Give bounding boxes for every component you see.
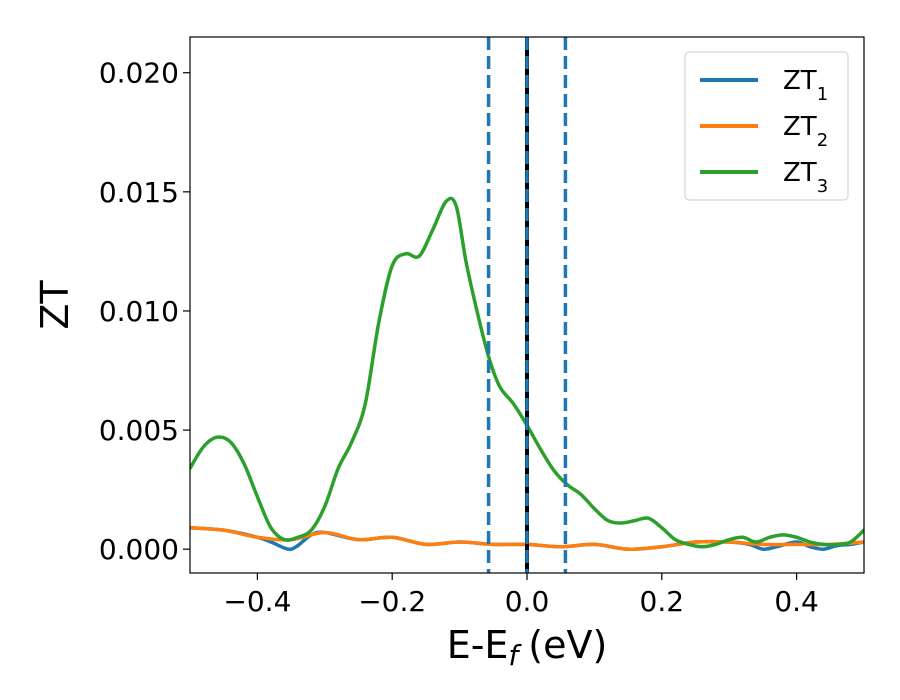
y-axis-label: ZT [33, 280, 77, 330]
x-axis-label: E-Ef (eV) [447, 623, 608, 672]
y-tick-label: 0.020 [99, 57, 179, 90]
y-axis-ticks: 0.000 0.005 0.010 0.015 0.020 [99, 57, 190, 566]
series-line-zt3 [190, 196, 864, 549]
legend-label-zt2: ZT2 [783, 112, 828, 151]
y-tick-label: 0.000 [99, 533, 179, 566]
legend: ZT1 ZT2 ZT3 [684, 51, 849, 201]
x-tick-label: −0.2 [358, 585, 426, 618]
x-tick-label: −0.4 [223, 585, 291, 618]
y-tick-label: 0.005 [99, 414, 179, 447]
x-tick-label: 0.0 [505, 585, 550, 618]
reference-lines [486, 37, 568, 573]
y-tick-label: 0.010 [99, 295, 179, 328]
y-tick-label: 0.015 [99, 176, 179, 209]
legend-label-zt1: ZT1 [783, 66, 828, 105]
x-axis-label-subscript: f [508, 639, 522, 672]
legend-items: ZT1 ZT2 ZT3 [700, 66, 828, 197]
x-axis-ticks: −0.4 −0.2 0.0 0.2 0.4 [223, 573, 819, 618]
x-tick-label: 0.4 [774, 585, 819, 618]
x-tick-label: 0.2 [640, 585, 685, 618]
legend-box [684, 51, 849, 201]
legend-label-zt3: ZT3 [783, 158, 828, 197]
